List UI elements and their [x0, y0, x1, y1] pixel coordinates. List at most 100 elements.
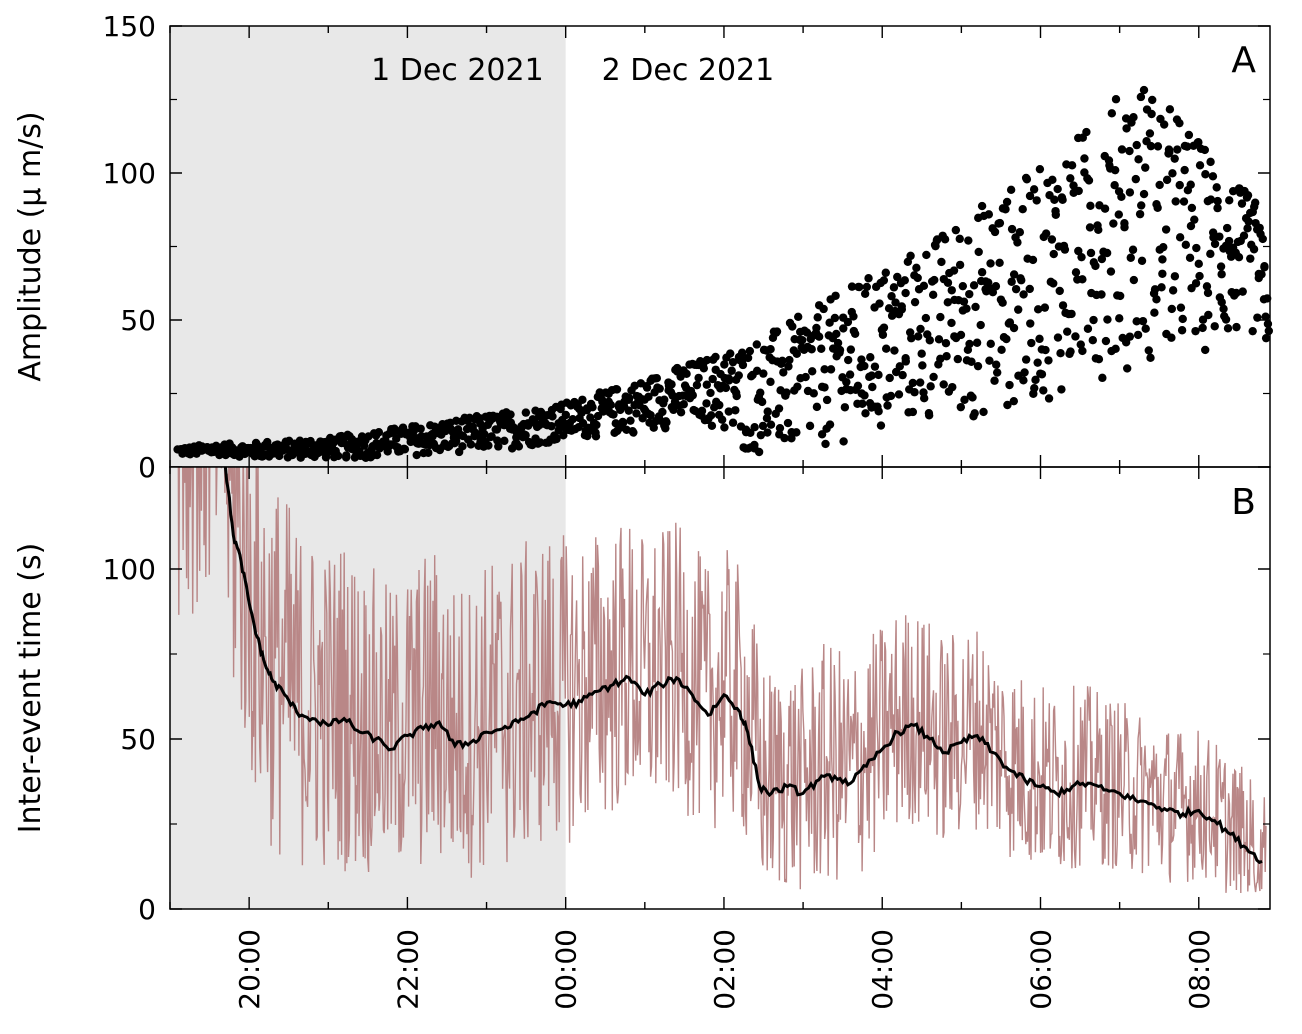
amplitude-point — [1206, 195, 1216, 204]
amplitude-point — [992, 360, 1001, 369]
amplitude-point — [588, 403, 597, 412]
amplitude-point — [1019, 290, 1028, 299]
amplitude-point — [956, 330, 966, 340]
raw-inter-event-series — [177, 467, 1267, 894]
amplitude-point — [785, 355, 794, 365]
amplitude-point — [707, 421, 717, 430]
amplitude-point — [732, 391, 741, 401]
amplitude-point — [1250, 198, 1260, 207]
amplitude-point — [724, 376, 734, 385]
amplitude-point — [842, 377, 851, 387]
amplitude-point — [901, 288, 910, 298]
amplitude-point — [858, 399, 867, 408]
amplitude-point — [1082, 127, 1091, 137]
amplitude-point — [1202, 282, 1212, 291]
amplitude-point — [649, 423, 658, 432]
amplitude-point — [721, 383, 731, 393]
amplitude-point — [694, 373, 703, 383]
amplitude-point — [861, 409, 870, 418]
amplitude-point — [668, 391, 677, 400]
amplitude-point — [937, 257, 946, 267]
amplitude-point — [1158, 255, 1167, 264]
amplitude-point — [1264, 326, 1274, 336]
amplitude-point — [1186, 221, 1196, 231]
amplitude-point — [1145, 129, 1155, 138]
amplitude-point — [1261, 333, 1271, 343]
amplitude-point — [1134, 155, 1143, 164]
amplitude-point — [1033, 305, 1043, 314]
amplitude-point — [845, 370, 855, 379]
amplitude-point — [875, 299, 884, 308]
amplitude-point — [820, 383, 829, 392]
amplitude-point — [812, 323, 821, 333]
amplitude-point — [997, 345, 1006, 355]
amplitude-point — [1002, 197, 1012, 207]
amplitude-point — [1147, 109, 1156, 119]
amplitude-point — [833, 338, 843, 348]
amplitude-point — [886, 391, 896, 401]
amplitude-point — [1088, 335, 1098, 345]
amplitude-point — [995, 218, 1005, 228]
amplitude-point — [918, 361, 927, 370]
amplitude-points — [173, 85, 1274, 463]
amplitude-point — [416, 424, 425, 433]
amplitude-point — [1093, 221, 1102, 230]
y-tick-label-a: 50 — [120, 304, 156, 337]
amplitude-point — [720, 423, 729, 432]
amplitude-point — [774, 404, 784, 413]
amplitude-point — [929, 372, 938, 382]
amplitude-point — [660, 395, 669, 404]
amplitude-point — [752, 340, 762, 349]
amplitude-point — [798, 335, 807, 345]
amplitude-point — [1125, 146, 1134, 156]
amplitude-point — [1086, 201, 1095, 211]
amplitude-point — [943, 298, 952, 307]
amplitude-point — [924, 411, 934, 420]
amplitude-point — [1037, 370, 1047, 379]
amplitude-point — [1221, 315, 1231, 324]
amplitude-point — [881, 268, 890, 277]
annotation-1-dec: 1 Dec 2021 — [371, 53, 544, 88]
amplitude-point — [1049, 249, 1058, 259]
amplitude-point — [908, 407, 918, 417]
amplitude-point — [1001, 205, 1010, 214]
amplitude-point — [1013, 238, 1022, 247]
amplitude-point — [867, 371, 876, 380]
amplitude-point — [1184, 130, 1194, 140]
amplitude-point — [699, 364, 709, 373]
amplitude-point — [778, 356, 787, 366]
amplitude-point — [758, 421, 768, 431]
amplitude-point — [976, 320, 985, 330]
y-tick-label-b: 0 — [138, 893, 156, 926]
amplitude-point — [1040, 303, 1050, 312]
amplitude-point — [1030, 383, 1039, 393]
amplitude-point — [1191, 326, 1200, 336]
amplitude-point — [843, 355, 853, 365]
amplitude-point — [932, 236, 942, 245]
amplitude-point — [839, 324, 848, 333]
amplitude-point — [1171, 197, 1180, 206]
amplitude-point — [1017, 276, 1026, 285]
y-tick-label-b: 50 — [120, 723, 156, 756]
amplitude-point — [717, 415, 727, 424]
amplitude-point — [372, 450, 382, 460]
amplitude-point — [1128, 245, 1138, 254]
amplitude-point — [887, 291, 896, 301]
amplitude-point — [1164, 145, 1174, 154]
amplitude-point — [1047, 235, 1057, 244]
amplitude-point — [913, 332, 923, 341]
amplitude-point — [1115, 291, 1125, 301]
amplitude-point — [1141, 163, 1150, 172]
amplitude-point — [458, 442, 467, 451]
amplitude-point — [1123, 364, 1132, 373]
amplitude-point — [965, 289, 974, 299]
panel-a-amplitude: 1 Dec 2021 2 Dec 2021 A 0 50 100 150 Amplit… — [13, 10, 1274, 484]
amplitude-point — [1136, 92, 1146, 102]
amplitude-point — [400, 445, 410, 454]
amplitude-point — [494, 442, 503, 451]
amplitude-point — [682, 369, 691, 379]
amplitude-point — [1101, 336, 1111, 346]
amplitude-point — [820, 365, 829, 374]
panel-label-b: B — [1231, 482, 1256, 523]
amplitude-point — [943, 278, 953, 287]
